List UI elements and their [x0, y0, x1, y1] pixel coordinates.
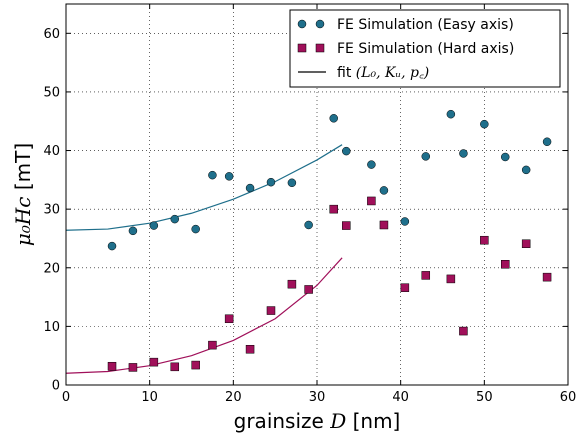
x-tick-label: 50: [476, 390, 493, 405]
data-point-easy: [287, 178, 297, 188]
data-point-easy: [421, 152, 431, 161]
data-point-hard: [170, 362, 180, 372]
data-point-hard: [400, 283, 410, 292]
data-point-easy: [542, 137, 552, 146]
data-point-hard: [208, 340, 217, 350]
data-point-hard: [107, 361, 117, 371]
x-tick-label: 60: [560, 390, 577, 405]
data-point-easy: [367, 160, 376, 169]
legend-label-fit-name: fit: [337, 65, 352, 81]
data-point-easy: [304, 220, 313, 230]
x-axis-label-text: grainsize: [234, 409, 324, 433]
fit-line-hard: [65, 257, 343, 374]
data-point-easy: [107, 241, 117, 251]
x-axis-label: grainsize D [nm]: [234, 409, 401, 433]
data-point-hard: [287, 279, 297, 289]
data-point-hard: [149, 357, 159, 367]
data-point-hard: [128, 363, 138, 372]
data-point-easy: [245, 183, 255, 193]
legend-label-fit: fit (L₀, Kᵤ, p꜀): [337, 65, 429, 81]
data-point-hard: [266, 306, 276, 315]
ticks: 0 10 20 30 40 50 60 0 10 20 30 40 50 60: [43, 4, 576, 405]
data-point-hard: [329, 204, 338, 214]
data-point-hard: [446, 274, 456, 284]
data-point-hard: [421, 271, 431, 280]
data-point-hard: [501, 260, 510, 269]
fit-line-easy: [65, 144, 343, 231]
x-tick-label: 20: [225, 390, 242, 405]
data-point-hard: [459, 326, 468, 336]
y-tick-label: 40: [43, 144, 60, 159]
data-point-easy: [329, 114, 338, 123]
data-point-easy: [266, 177, 276, 187]
data-point-easy: [400, 217, 410, 226]
data-point-easy: [459, 149, 468, 158]
y-tick-label: 10: [43, 320, 60, 335]
data-point-easy: [149, 221, 159, 230]
x-tick-label: 40: [392, 390, 409, 405]
y-tick-label: 50: [43, 85, 60, 100]
x-tick-label: 0: [62, 390, 70, 405]
legend-marker-easy: [297, 19, 307, 29]
data-point-easy: [501, 152, 510, 162]
data-point-hard: [191, 360, 200, 370]
data-point-hard: [245, 344, 255, 354]
legend-label-fit-params: (L₀, Kᵤ, p꜀): [356, 65, 429, 81]
data-point-easy: [191, 224, 200, 234]
data-point-hard: [521, 239, 531, 248]
y-tick-label: 30: [43, 203, 60, 218]
y-axis-label: μ₀Hc [mT]: [11, 143, 35, 246]
data-point-easy: [224, 172, 234, 181]
x-tick-label: 10: [141, 390, 158, 405]
x-axis-label-math: D: [329, 409, 346, 433]
x-axis-label-unit: [nm]: [353, 409, 401, 433]
data-point-easy: [170, 214, 180, 224]
y-tick-label: 60: [43, 27, 60, 42]
data-point-easy: [446, 109, 456, 119]
legend-label-hard: FE Simulation (Hard axis): [337, 41, 514, 57]
x-tick-label: 30: [309, 390, 326, 405]
legend: FE Simulation (Easy axis) FE Simulation …: [289, 9, 561, 88]
data-point-easy: [480, 119, 489, 129]
data-point-easy: [379, 186, 389, 195]
legend-marker-hard: [297, 43, 307, 53]
y-tick-label: 20: [43, 261, 60, 276]
legend-marker-easy-2: [315, 19, 325, 29]
data-point-easy: [128, 226, 138, 236]
data-point-hard: [224, 314, 234, 324]
fit-curves: [65, 144, 343, 374]
data-point-easy: [342, 146, 351, 156]
data-point-hard: [342, 221, 351, 230]
y-tick-label: 0: [52, 379, 60, 394]
legend-box: [289, 9, 561, 88]
y-axis-label-math: μ₀Hc: [11, 197, 35, 247]
data-point-hard: [542, 272, 552, 282]
data-point-hard: [480, 235, 489, 245]
y-axis-label-unit: [mT]: [11, 143, 35, 190]
data-points: [107, 109, 552, 372]
legend-marker-hard-2: [315, 43, 325, 53]
data-point-hard: [304, 285, 313, 294]
data-point-hard: [379, 220, 389, 230]
data-point-easy: [208, 170, 217, 180]
data-point-hard: [367, 196, 376, 206]
legend-label-easy: FE Simulation (Easy axis): [337, 17, 514, 33]
data-point-easy: [521, 165, 531, 175]
